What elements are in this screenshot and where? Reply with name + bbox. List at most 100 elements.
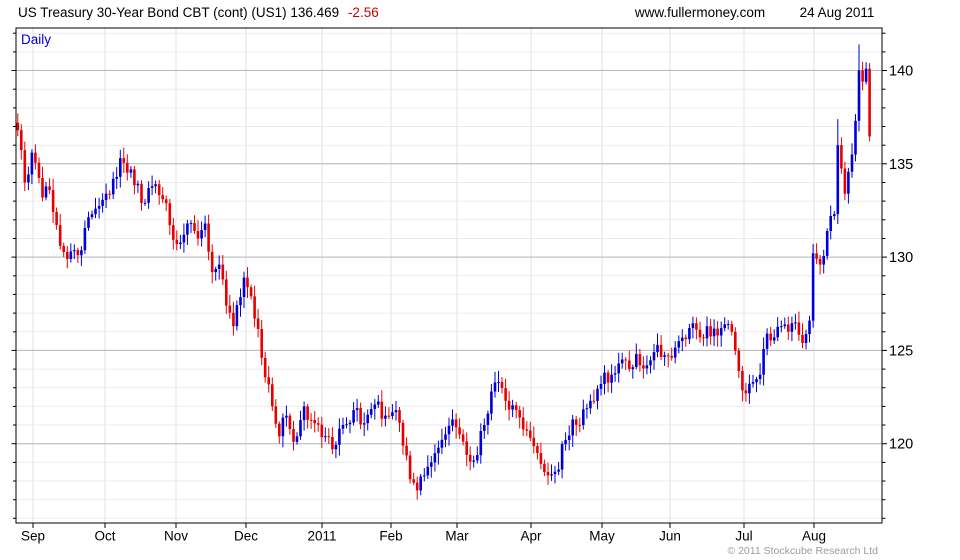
candle xyxy=(271,377,274,411)
candle xyxy=(263,351,267,383)
period-label: Daily xyxy=(21,32,51,47)
candle xyxy=(649,356,652,374)
candle xyxy=(723,317,726,332)
candle xyxy=(719,321,723,347)
candle xyxy=(140,180,143,211)
candle xyxy=(115,167,118,189)
candle xyxy=(444,426,447,448)
candle xyxy=(744,382,748,402)
x-axis-label: Jun xyxy=(659,529,681,544)
gridlines-layer xyxy=(16,28,882,523)
candle xyxy=(709,318,712,345)
candle xyxy=(419,474,422,496)
website-link[interactable]: www.fullermoney.com xyxy=(634,5,765,20)
candle xyxy=(387,407,391,420)
candle xyxy=(221,255,225,285)
candle xyxy=(818,255,822,275)
candle xyxy=(408,450,412,484)
candle xyxy=(20,124,23,160)
candle xyxy=(518,405,521,429)
candle xyxy=(790,316,794,342)
candle xyxy=(815,243,818,264)
candle xyxy=(97,197,101,219)
candle xyxy=(808,315,811,343)
candle xyxy=(476,446,479,464)
candle xyxy=(688,323,691,344)
candle xyxy=(726,320,730,330)
candle xyxy=(698,321,702,343)
candle xyxy=(150,175,154,196)
candle xyxy=(302,401,306,431)
candle xyxy=(560,441,564,479)
candle xyxy=(829,205,832,240)
candle xyxy=(716,320,719,347)
candle xyxy=(200,221,203,247)
candle xyxy=(695,317,698,340)
x-axis-label: Apr xyxy=(520,529,542,544)
candle xyxy=(776,317,779,342)
candle xyxy=(613,365,617,382)
candle xyxy=(157,179,161,205)
candle xyxy=(737,347,741,378)
candle xyxy=(44,181,48,201)
candle xyxy=(154,180,157,194)
candle xyxy=(55,207,58,230)
candle xyxy=(490,384,493,421)
candle xyxy=(423,468,426,482)
candle xyxy=(316,417,320,432)
candle xyxy=(362,412,366,436)
candle xyxy=(373,399,377,420)
axis-labels-layer: 120 125 130 135 140 Sep Oct Nov Dec 2011 Feb Mar Apr… xyxy=(21,64,913,544)
candle xyxy=(617,352,620,383)
candle xyxy=(734,327,737,355)
candle xyxy=(334,441,338,459)
candle xyxy=(359,402,362,430)
candle xyxy=(804,329,808,350)
candle xyxy=(288,413,292,435)
candle xyxy=(564,432,567,451)
candle xyxy=(345,417,348,429)
candle xyxy=(324,427,327,442)
candle xyxy=(772,329,776,344)
candle xyxy=(553,465,557,484)
candle xyxy=(51,178,55,223)
candle xyxy=(479,423,483,464)
candle xyxy=(603,365,606,395)
candle xyxy=(203,215,207,238)
candle xyxy=(430,456,433,478)
candle xyxy=(599,375,603,396)
y-axis-label: 125 xyxy=(889,343,913,359)
candle xyxy=(309,413,313,429)
candle xyxy=(787,316,790,340)
candle xyxy=(338,418,341,456)
candle xyxy=(861,61,864,91)
candle xyxy=(539,442,543,470)
candle xyxy=(493,371,497,398)
candle xyxy=(606,369,610,393)
candle xyxy=(129,166,133,178)
candle xyxy=(546,462,550,485)
candle xyxy=(578,417,582,433)
candle xyxy=(249,284,253,300)
candle xyxy=(384,406,387,427)
candle xyxy=(69,243,73,263)
candle xyxy=(366,409,369,431)
candle xyxy=(48,178,51,194)
candle xyxy=(133,165,136,195)
candle xyxy=(108,190,111,200)
candle xyxy=(405,437,408,461)
candle xyxy=(179,234,182,249)
candle xyxy=(182,223,186,253)
candle xyxy=(532,426,536,454)
candle xyxy=(27,166,30,191)
candle xyxy=(751,374,755,388)
candle xyxy=(447,417,451,446)
candle xyxy=(624,357,627,371)
candle xyxy=(529,421,532,442)
candle xyxy=(797,311,801,341)
candle xyxy=(437,440,440,465)
candle xyxy=(521,407,525,436)
candle xyxy=(30,149,34,184)
